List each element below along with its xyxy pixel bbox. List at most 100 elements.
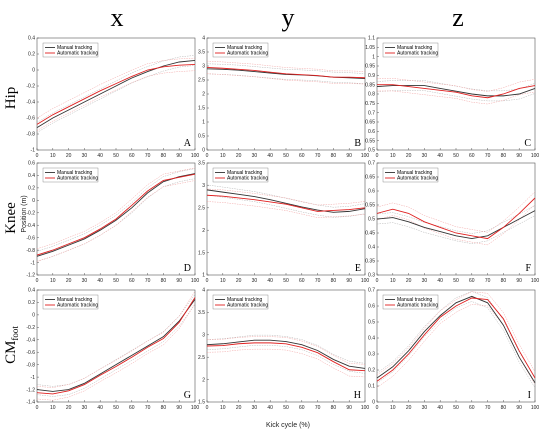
y-tick-label: 0.6 — [368, 189, 375, 195]
x-tick-label: 50 — [283, 405, 289, 411]
panel-c: 0 10 20 30 40 50 60 70 80 90 100 0.5 0.55 0.6 0.65 0.7 0… — [365, 36, 539, 159]
x-tick-label: 20 — [406, 278, 412, 284]
y-tick-label: 0.4 — [28, 36, 35, 42]
x-tick-label: 100 — [361, 405, 370, 411]
legend-box — [212, 42, 269, 58]
legend-label-automatic: Automatic tracking — [57, 303, 98, 309]
series-band-manual-lower — [376, 215, 536, 244]
series-line-manual — [376, 210, 536, 240]
series-band-automatic-lower — [206, 348, 366, 378]
y-tick-label: 0.7 — [368, 288, 375, 294]
series-band-automatic-lower — [36, 70, 196, 131]
series-band-manual-upper — [36, 168, 196, 252]
x-tick-label: 100 — [191, 153, 200, 159]
x-tick-label: 60 — [469, 405, 475, 411]
y-tick-label: 0.55 — [365, 203, 375, 209]
y-tick-label: 0.45 — [365, 231, 375, 237]
y-tick-label: -0.2 — [26, 325, 35, 331]
y-tick-label: -0.6 — [26, 350, 35, 356]
series-line-automatic — [206, 342, 366, 372]
x-tick-label: 70 — [485, 153, 491, 159]
legend-label-manual: Manual tracking — [227, 297, 263, 303]
series-line-automatic — [36, 63, 196, 125]
y-tick-label: 0.1 — [368, 384, 375, 390]
y-tick-label: -1 — [31, 148, 36, 154]
y-tick-label: 0.6 — [368, 304, 375, 310]
legend-box — [382, 42, 439, 58]
legend-box — [42, 167, 99, 183]
y-tick-label: 0.2 — [28, 186, 35, 192]
series-band-manual-lower — [376, 301, 536, 388]
series-band-manual-upper — [376, 291, 536, 378]
y-tick-label: 0.4 — [28, 288, 35, 294]
y-tick-label: 2 — [202, 377, 205, 383]
x-tick-label: 80 — [501, 405, 507, 411]
y-tick-label: 0.85 — [365, 82, 375, 88]
x-tick-label: 100 — [191, 278, 200, 284]
y-tick-label: 0.2 — [28, 52, 35, 58]
row-header-cm-foot: CMfoot — [3, 326, 20, 364]
x-tick-label: 20 — [66, 405, 72, 411]
x-tick-label: 10 — [220, 153, 226, 159]
x-tick-label: 70 — [145, 153, 151, 159]
x-tick-label: 70 — [315, 278, 321, 284]
y-tick-label: 0.3 — [368, 273, 375, 279]
y-tick-label: 3.5 — [198, 50, 205, 56]
legend-box — [212, 294, 269, 310]
x-tick-label: 100 — [531, 278, 540, 284]
y-tick-label: 0.5 — [368, 148, 375, 154]
x-tick-label: 30 — [252, 405, 258, 411]
y-tick-label: 0.3 — [368, 352, 375, 358]
series-line-automatic — [206, 66, 366, 79]
x-tick-label: 0 — [206, 405, 209, 411]
x-tick-label: 30 — [82, 278, 88, 284]
series-line-manual — [206, 339, 366, 369]
x-tick-label: 10 — [390, 278, 396, 284]
x-tick-label: 90 — [176, 405, 182, 411]
y-tick-label: 1.1 — [368, 36, 375, 42]
x-tick-label: 50 — [113, 278, 119, 284]
y-tick-label: 2 — [202, 92, 205, 98]
panel-letter: D — [184, 263, 191, 274]
y-tick-label: 2.5 — [198, 355, 205, 361]
x-tick-label: 90 — [346, 405, 352, 411]
y-tick-label: 0 — [372, 400, 375, 406]
y-tick-label: 0.2 — [28, 300, 35, 306]
y-tick-label: 0.4 — [368, 336, 375, 342]
series-band-manual-upper — [206, 184, 366, 208]
x-tick-label: 10 — [220, 405, 226, 411]
y-tick-label: 1 — [202, 120, 205, 126]
y-tick-label: 0.8 — [368, 92, 375, 98]
legend-label-manual: Manual tracking — [227, 170, 263, 176]
y-tick-label: 3 — [202, 183, 205, 189]
series-band-manual-upper — [376, 205, 536, 234]
panel-d: 0 10 20 30 40 50 60 70 80 90 100 -1.2 -1 -0.8 -0.6 -0.4… — [26, 161, 199, 284]
y-tick-label: -1.2 — [26, 387, 35, 393]
y-tick-label: 3.5 — [198, 310, 205, 316]
x-tick-label: 30 — [422, 153, 428, 159]
legend-box — [42, 294, 99, 310]
x-tick-label: 100 — [361, 153, 370, 159]
y-tick-label: 0.7 — [368, 161, 375, 167]
column-header-z: z — [452, 3, 464, 32]
x-tick-label: 50 — [113, 405, 119, 411]
series-band-automatic-upper — [36, 57, 196, 119]
panel-letter: I — [528, 390, 531, 401]
y-tick-label: 0.9 — [368, 73, 375, 79]
x-tick-label: 50 — [453, 278, 459, 284]
x-tick-label: 30 — [422, 278, 428, 284]
x-tick-label: 20 — [236, 405, 242, 411]
y-tick-label: 0 — [202, 148, 205, 154]
legend-label-automatic: Automatic tracking — [227, 176, 268, 182]
x-tick-label: 40 — [437, 405, 443, 411]
x-tick-label: 80 — [161, 278, 167, 284]
series-band-automatic-upper — [36, 167, 196, 250]
y-tick-label: 0.2 — [368, 368, 375, 374]
x-tick-label: 40 — [267, 153, 273, 159]
series-band-automatic-lower — [36, 303, 196, 401]
panel-letter: F — [525, 263, 531, 274]
y-tick-label: 1 — [202, 273, 205, 279]
